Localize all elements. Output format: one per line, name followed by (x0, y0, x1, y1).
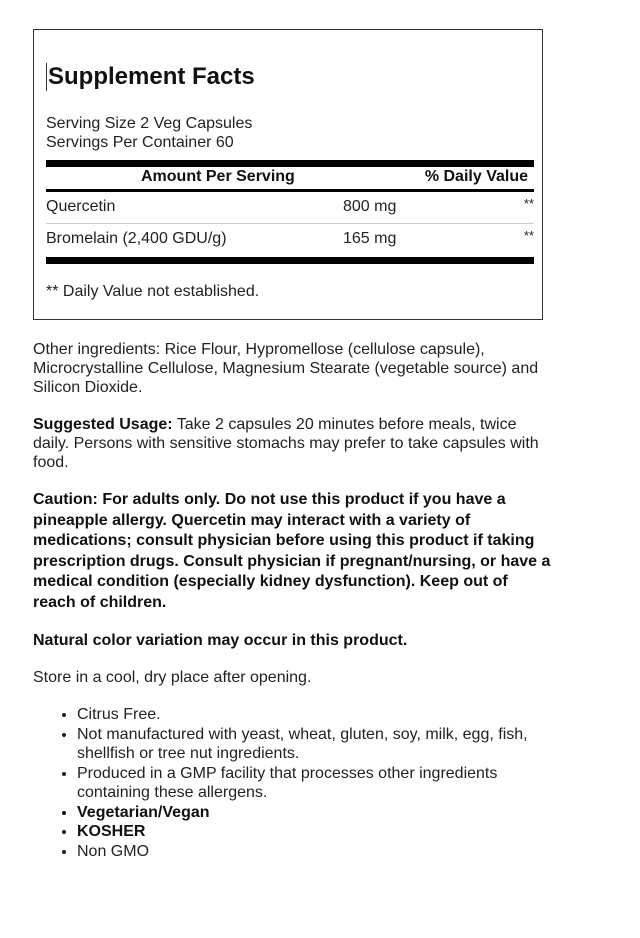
usage-text: Take 2 capsules 20 minutes before meals,… (33, 416, 539, 471)
thick-divider (46, 257, 534, 264)
other-ingredients: Other ingredients: Rice Flour, Hypromell… (33, 341, 539, 396)
ingredient-amount: 800 mg (343, 198, 397, 215)
header-daily-value: % Daily Value (424, 168, 528, 185)
ingredient-dv: ** (523, 196, 534, 211)
usage-label: Suggested Usage: (33, 416, 173, 433)
list-item: KOSHER (77, 822, 553, 842)
footnote: ** Daily Value not established. (46, 283, 260, 300)
list-item: Citrus Free. (77, 705, 553, 725)
table-header: Amount Per Serving % Daily Value (46, 167, 534, 192)
table-row: Quercetin 800 mg ** (46, 192, 534, 224)
table-row: Bromelain (2,400 GDU/g) 165 mg ** (46, 224, 534, 256)
list-item: Vegetarian/Vegan (77, 803, 553, 823)
servings-per-container: Servings Per Container 60 (46, 134, 234, 151)
feature-list: Citrus Free. Not manufactured with yeast… (33, 705, 553, 861)
list-item: Produced in a GMP facility that processe… (77, 764, 553, 803)
ingredient-dv: ** (523, 228, 534, 243)
product-description: Other ingredients: Rice Flour, Hypromell… (33, 340, 553, 861)
suggested-usage: Suggested Usage: Take 2 capsules 20 minu… (33, 415, 553, 472)
caution: Caution: For adults only. Do not use thi… (33, 491, 551, 611)
header-amount: Amount Per Serving (141, 168, 295, 185)
ingredient-name: Bromelain (2,400 GDU/g) (46, 230, 227, 247)
supplement-facts-panel: Supplement Facts Serving Size 2 Veg Caps… (33, 29, 543, 320)
serving-size: Serving Size 2 Veg Capsules (46, 115, 253, 132)
ingredient-name: Quercetin (46, 198, 116, 215)
thick-divider (46, 160, 534, 167)
serving-info: Serving Size 2 Veg Capsules Servings Per… (46, 114, 252, 152)
ingredient-amount: 165 mg (343, 230, 397, 247)
color-note: Natural color variation may occur in thi… (33, 632, 408, 649)
row-divider (46, 223, 534, 224)
list-item: Not manufactured with yeast, wheat, glut… (77, 725, 553, 764)
panel-title: Supplement Facts (46, 63, 255, 91)
list-item: Non GMO (77, 842, 553, 862)
storage: Store in a cool, dry place after opening… (33, 669, 312, 686)
